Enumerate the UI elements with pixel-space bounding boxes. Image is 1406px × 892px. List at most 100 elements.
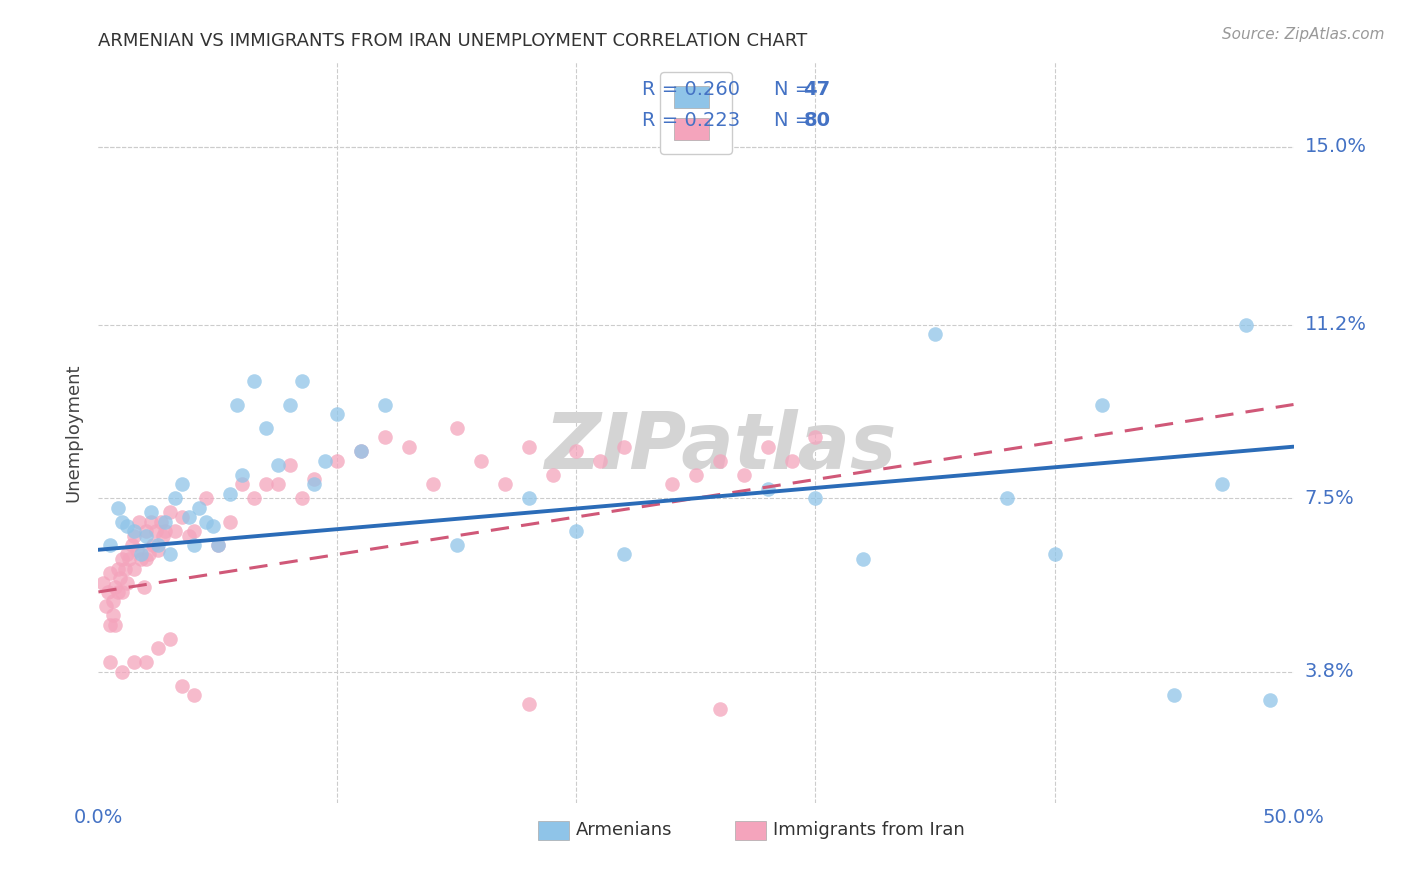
Point: [104, 580, 127, 594]
Point: [111, 665, 134, 679]
Point: [124, 561, 146, 575]
Point: [149, 515, 172, 529]
Point: [172, 477, 194, 491]
Point: [101, 608, 124, 623]
Point: [98, 538, 122, 552]
Text: Source: ZipAtlas.com: Source: ZipAtlas.com: [1222, 27, 1385, 42]
Point: [107, 500, 129, 515]
Point: [124, 655, 146, 669]
Point: [135, 524, 157, 538]
Point: [142, 538, 165, 552]
Point: [1091, 397, 1114, 411]
Point: [202, 519, 225, 533]
Point: [226, 397, 249, 411]
Point: [135, 655, 157, 669]
Point: [589, 454, 612, 468]
Point: [243, 374, 266, 388]
Point: [125, 542, 148, 557]
Point: [291, 374, 314, 388]
Point: [494, 477, 516, 491]
Point: [804, 491, 827, 506]
Text: ZIPatlas: ZIPatlas: [544, 409, 896, 485]
Point: [159, 632, 181, 646]
Point: [302, 473, 325, 487]
Point: [254, 421, 277, 435]
Point: [924, 327, 946, 342]
Point: [804, 430, 827, 444]
Point: [398, 440, 420, 454]
Point: [231, 467, 253, 482]
Point: [104, 617, 127, 632]
Point: [243, 491, 266, 506]
Point: [195, 515, 218, 529]
Point: [470, 454, 492, 468]
Point: [541, 467, 564, 482]
Point: [852, 552, 875, 566]
Point: [517, 491, 540, 506]
Point: [132, 580, 155, 594]
Text: N =: N =: [773, 111, 817, 129]
Text: N =: N =: [773, 79, 817, 99]
Point: [124, 529, 146, 543]
Point: [374, 397, 396, 411]
Point: [187, 500, 209, 515]
Point: [183, 688, 205, 702]
Point: [163, 524, 186, 538]
Text: ARMENIAN VS IMMIGRANTS FROM IRAN UNEMPLOYMENT CORRELATION CHART: ARMENIAN VS IMMIGRANTS FROM IRAN UNEMPLO…: [98, 32, 807, 50]
Point: [131, 548, 153, 562]
Point: [756, 440, 779, 454]
Text: R = 0.260: R = 0.260: [643, 79, 740, 99]
Point: [780, 454, 803, 468]
Point: [159, 548, 181, 562]
Point: [267, 477, 290, 491]
Point: [179, 529, 201, 543]
Point: [565, 444, 588, 458]
Point: [995, 491, 1018, 506]
Point: [118, 552, 141, 566]
Point: [219, 515, 242, 529]
Point: [115, 519, 138, 533]
Point: [101, 594, 124, 608]
Point: [131, 552, 153, 566]
Text: 11.2%: 11.2%: [1305, 316, 1367, 334]
Point: [302, 477, 325, 491]
Point: [613, 440, 636, 454]
Legend: , : ,: [659, 72, 733, 154]
Point: [111, 552, 134, 566]
Text: 80: 80: [804, 111, 831, 129]
Point: [138, 548, 160, 562]
Point: [326, 407, 349, 421]
Point: [111, 515, 134, 529]
Point: [517, 440, 540, 454]
Point: [1234, 318, 1257, 332]
Point: [114, 561, 136, 575]
Point: [172, 679, 194, 693]
Point: [139, 515, 162, 529]
Point: [179, 510, 201, 524]
Point: [108, 571, 131, 585]
Point: [315, 454, 337, 468]
Text: Immigrants from Iran: Immigrants from Iran: [773, 821, 965, 838]
Point: [98, 566, 122, 581]
Point: [231, 477, 253, 491]
Point: [278, 397, 301, 411]
Point: [111, 585, 134, 599]
Point: [98, 617, 122, 632]
Point: [121, 538, 143, 552]
Point: [278, 458, 301, 473]
Point: [1258, 692, 1281, 706]
Point: [422, 477, 444, 491]
Point: [107, 585, 129, 599]
Point: [326, 454, 349, 468]
Text: Armenians: Armenians: [576, 821, 672, 838]
Text: 47: 47: [804, 79, 831, 99]
Point: [163, 491, 186, 506]
Text: 7.5%: 7.5%: [1305, 489, 1354, 508]
Point: [446, 538, 468, 552]
Point: [207, 538, 229, 552]
Text: 15.0%: 15.0%: [1305, 137, 1367, 156]
Point: [94, 599, 117, 613]
Point: [145, 524, 167, 538]
Point: [172, 510, 194, 524]
Point: [97, 585, 120, 599]
